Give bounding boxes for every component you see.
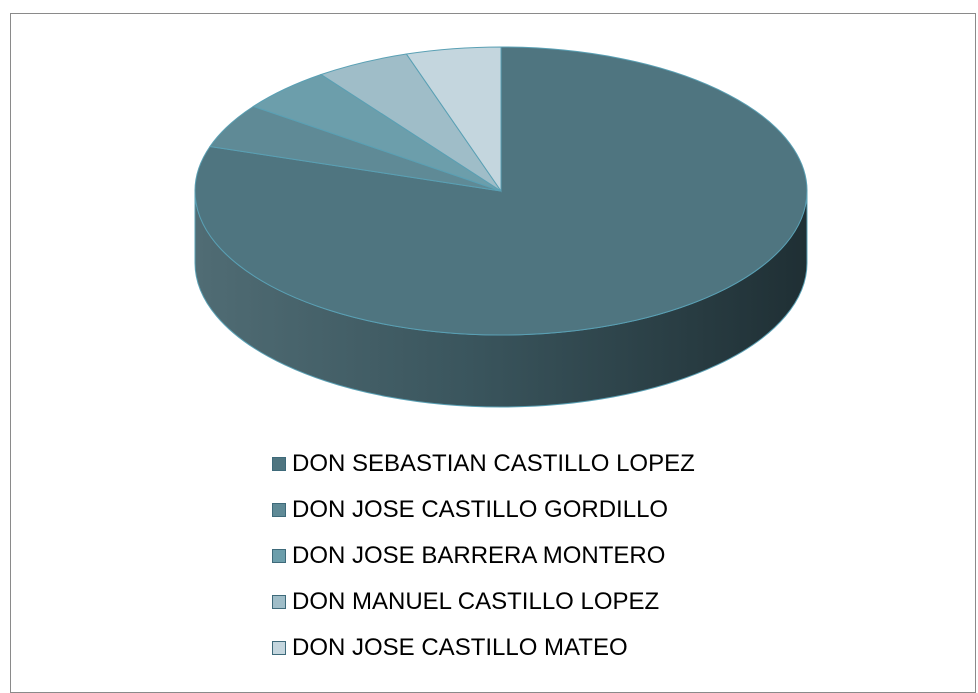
legend-swatch — [272, 457, 286, 471]
legend-swatch — [272, 641, 286, 655]
legend-label: DON JOSE CASTILLO GORDILLO — [292, 496, 669, 523]
legend: DON SEBASTIAN CASTILLO LOPEZ DON JOSE CAS… — [272, 447, 695, 677]
legend-item: DON JOSE CASTILLO MATEO — [272, 631, 695, 665]
legend-item: DON JOSE BARRERA MONTERO — [272, 539, 695, 573]
legend-swatch — [272, 549, 286, 563]
pie-tops — [194, 46, 808, 336]
legend-item: DON MANUEL CASTILLO LOPEZ — [272, 585, 695, 619]
legend-label: DON JOSE CASTILLO MATEO — [292, 634, 628, 661]
chart-frame: DON SEBASTIAN CASTILLO LOPEZ DON JOSE CAS… — [10, 13, 976, 693]
legend-label: DON MANUEL CASTILLO LOPEZ — [292, 588, 660, 615]
legend-swatch — [272, 595, 286, 609]
pie-slice-don-jose-castillo-mateo — [405, 46, 502, 193]
legend-item: DON SEBASTIAN CASTILLO LOPEZ — [272, 447, 695, 481]
legend-label: DON JOSE BARRERA MONTERO — [292, 542, 666, 569]
pie-chart — [194, 46, 808, 408]
legend-label: DON SEBASTIAN CASTILLO LOPEZ — [292, 450, 695, 477]
legend-swatch — [272, 503, 286, 517]
legend-item: DON JOSE CASTILLO GORDILLO — [272, 493, 695, 527]
